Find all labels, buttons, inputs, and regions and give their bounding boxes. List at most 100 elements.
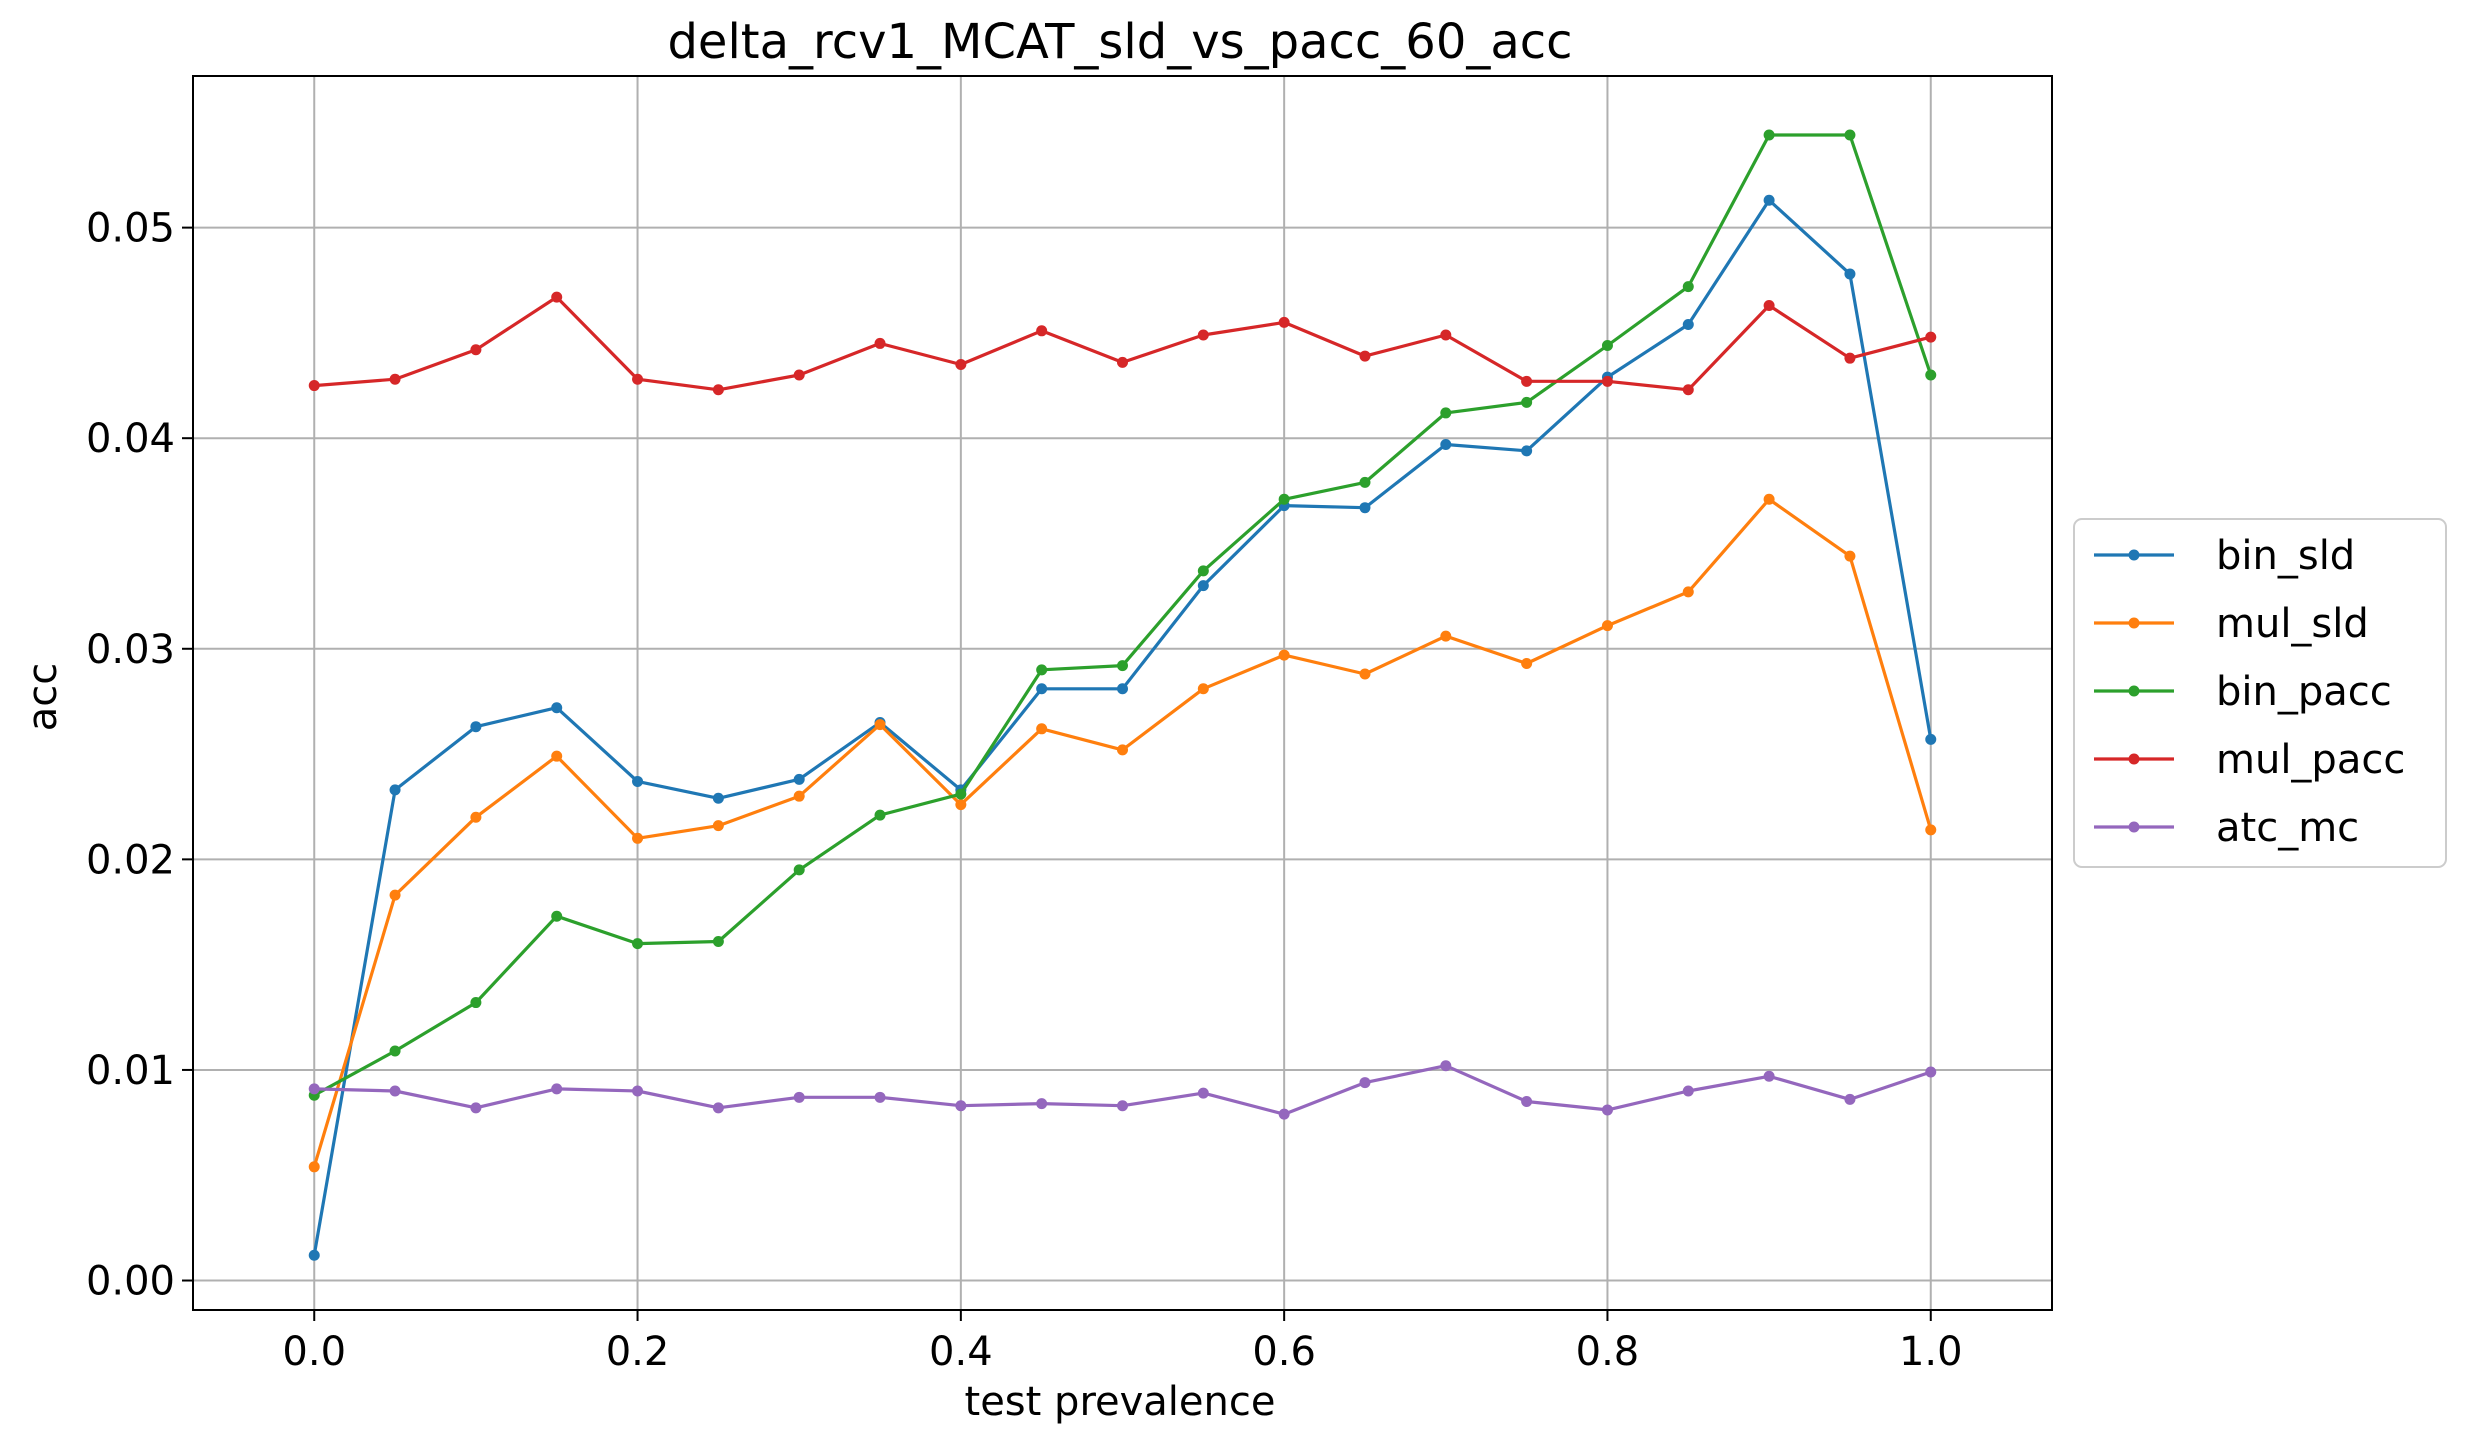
data-point (470, 997, 482, 1009)
data-point (955, 358, 967, 370)
data-point (1682, 318, 1694, 330)
data-point (551, 702, 563, 714)
legend-marker (2128, 549, 2140, 561)
legend-box (2073, 518, 2447, 868)
data-point (1601, 340, 1613, 352)
data-point (470, 344, 482, 356)
grid (193, 76, 2052, 1310)
data-point (1682, 586, 1694, 598)
data-point (1278, 316, 1290, 328)
data-point (632, 775, 644, 787)
data-point (389, 1045, 401, 1057)
series-atc-mc (308, 1060, 1937, 1120)
data-point (1117, 1100, 1128, 1112)
data-point (1197, 1087, 1209, 1099)
plot-frame (192, 75, 2053, 1311)
y-tick-label: 0.01 (86, 1048, 175, 1094)
data-point (308, 1161, 320, 1173)
legend-item: atc_mc (2094, 805, 2359, 851)
y-tick-label: 0.05 (86, 206, 175, 252)
data-point (793, 369, 805, 381)
data-point (1036, 683, 1048, 695)
data-point (632, 938, 644, 950)
legend-item: mul_pacc (2094, 737, 2405, 783)
data-point (1763, 194, 1775, 206)
data-point (793, 864, 805, 876)
data-point (1925, 331, 1937, 343)
data-point (1925, 369, 1937, 381)
data-point (1440, 329, 1452, 341)
data-point (1359, 350, 1371, 362)
legend-label: bin_pacc (2216, 669, 2392, 715)
data-point (1844, 550, 1856, 562)
series-mul-pacc (308, 291, 1937, 396)
data-point (1601, 1104, 1613, 1116)
legend-marker (2128, 617, 2140, 629)
data-point (1359, 502, 1371, 514)
legend-item: bin_pacc (2094, 669, 2392, 715)
data-point (1521, 396, 1533, 408)
data-point (793, 773, 805, 785)
series-bin-sld (308, 194, 1937, 1261)
data-point (1601, 375, 1613, 387)
data-point (308, 1083, 320, 1095)
data-point (1278, 649, 1290, 661)
data-point (632, 373, 644, 385)
data-point (1763, 1070, 1775, 1082)
data-point (1763, 493, 1775, 505)
data-point (874, 809, 886, 821)
data-point (793, 790, 805, 802)
data-point (1601, 620, 1613, 632)
data-point (1763, 129, 1775, 141)
legend-item: bin_sld (2094, 533, 2355, 579)
data-point (1682, 1085, 1694, 1097)
legend-marker (2128, 685, 2140, 697)
data-point (1763, 300, 1775, 312)
data-point (308, 380, 320, 392)
x-axis-label: test prevalence (965, 1379, 1276, 1425)
data-point (1440, 439, 1452, 451)
y-tick-label: 0.04 (86, 416, 175, 462)
x-tick-label: 0.0 (282, 1329, 346, 1375)
data-point (1925, 824, 1937, 836)
data-point (1844, 129, 1856, 141)
data-point (551, 1083, 563, 1095)
data-point (1925, 1066, 1937, 1078)
data-point (1359, 668, 1371, 680)
data-point (632, 832, 644, 844)
data-point (470, 721, 482, 733)
data-point (955, 1100, 967, 1112)
data-point (1117, 683, 1128, 695)
data-point (551, 910, 563, 922)
data-point (1278, 1108, 1290, 1120)
data-point (551, 750, 563, 762)
data-point (1440, 407, 1452, 419)
data-point (1682, 281, 1694, 293)
data-point (712, 792, 724, 804)
data-point (1197, 580, 1209, 592)
data-point (1440, 1060, 1452, 1072)
data-point (1844, 352, 1856, 364)
data-point (1036, 723, 1048, 735)
data-point (632, 1085, 644, 1097)
legend-label: bin_sld (2216, 533, 2355, 579)
data-point (874, 337, 886, 349)
x-tick-label: 0.6 (1252, 1329, 1316, 1375)
y-tick-label: 0.03 (86, 627, 175, 673)
data-point (1197, 565, 1209, 577)
data-point (1521, 375, 1533, 387)
data-point (1521, 445, 1533, 457)
legend-label: atc_mc (2216, 805, 2359, 851)
chart-title: delta_rcv1_MCAT_sld_vs_pacc_60_acc (667, 14, 1572, 70)
data-point (1036, 325, 1048, 337)
data-point (874, 1091, 886, 1103)
data-point (551, 291, 563, 303)
data-point (874, 719, 886, 731)
data-point (1117, 356, 1128, 368)
legend-marker (2128, 753, 2140, 765)
series-bin-pacc (308, 129, 1937, 1101)
data-point (1682, 384, 1694, 396)
data-point (1521, 658, 1533, 670)
